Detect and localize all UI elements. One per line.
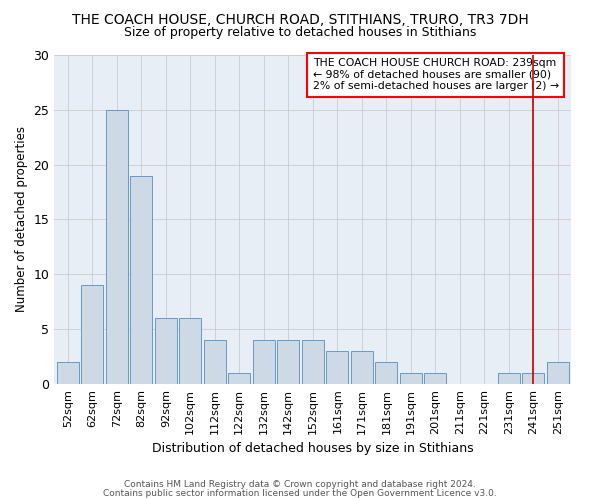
Bar: [523, 373, 544, 384]
Bar: [547, 362, 569, 384]
Bar: [57, 362, 79, 384]
Bar: [302, 340, 324, 384]
Bar: [81, 285, 103, 384]
Bar: [424, 373, 446, 384]
Text: Size of property relative to detached houses in Stithians: Size of property relative to detached ho…: [124, 26, 476, 39]
X-axis label: Distribution of detached houses by size in Stithians: Distribution of detached houses by size …: [152, 442, 473, 455]
Text: Contains public sector information licensed under the Open Government Licence v3: Contains public sector information licen…: [103, 490, 497, 498]
Bar: [106, 110, 128, 384]
Text: Contains HM Land Registry data © Crown copyright and database right 2024.: Contains HM Land Registry data © Crown c…: [124, 480, 476, 489]
Bar: [498, 373, 520, 384]
Y-axis label: Number of detached properties: Number of detached properties: [15, 126, 28, 312]
Bar: [253, 340, 275, 384]
Bar: [277, 340, 299, 384]
Bar: [204, 340, 226, 384]
Bar: [351, 351, 373, 384]
Bar: [400, 373, 422, 384]
Text: THE COACH HOUSE CHURCH ROAD: 239sqm
← 98% of detached houses are smaller (90)
2%: THE COACH HOUSE CHURCH ROAD: 239sqm ← 98…: [313, 58, 559, 92]
Bar: [228, 373, 250, 384]
Bar: [326, 351, 349, 384]
Text: THE COACH HOUSE, CHURCH ROAD, STITHIANS, TRURO, TR3 7DH: THE COACH HOUSE, CHURCH ROAD, STITHIANS,…: [71, 12, 529, 26]
Bar: [179, 318, 202, 384]
Bar: [376, 362, 397, 384]
Bar: [130, 176, 152, 384]
Bar: [155, 318, 177, 384]
